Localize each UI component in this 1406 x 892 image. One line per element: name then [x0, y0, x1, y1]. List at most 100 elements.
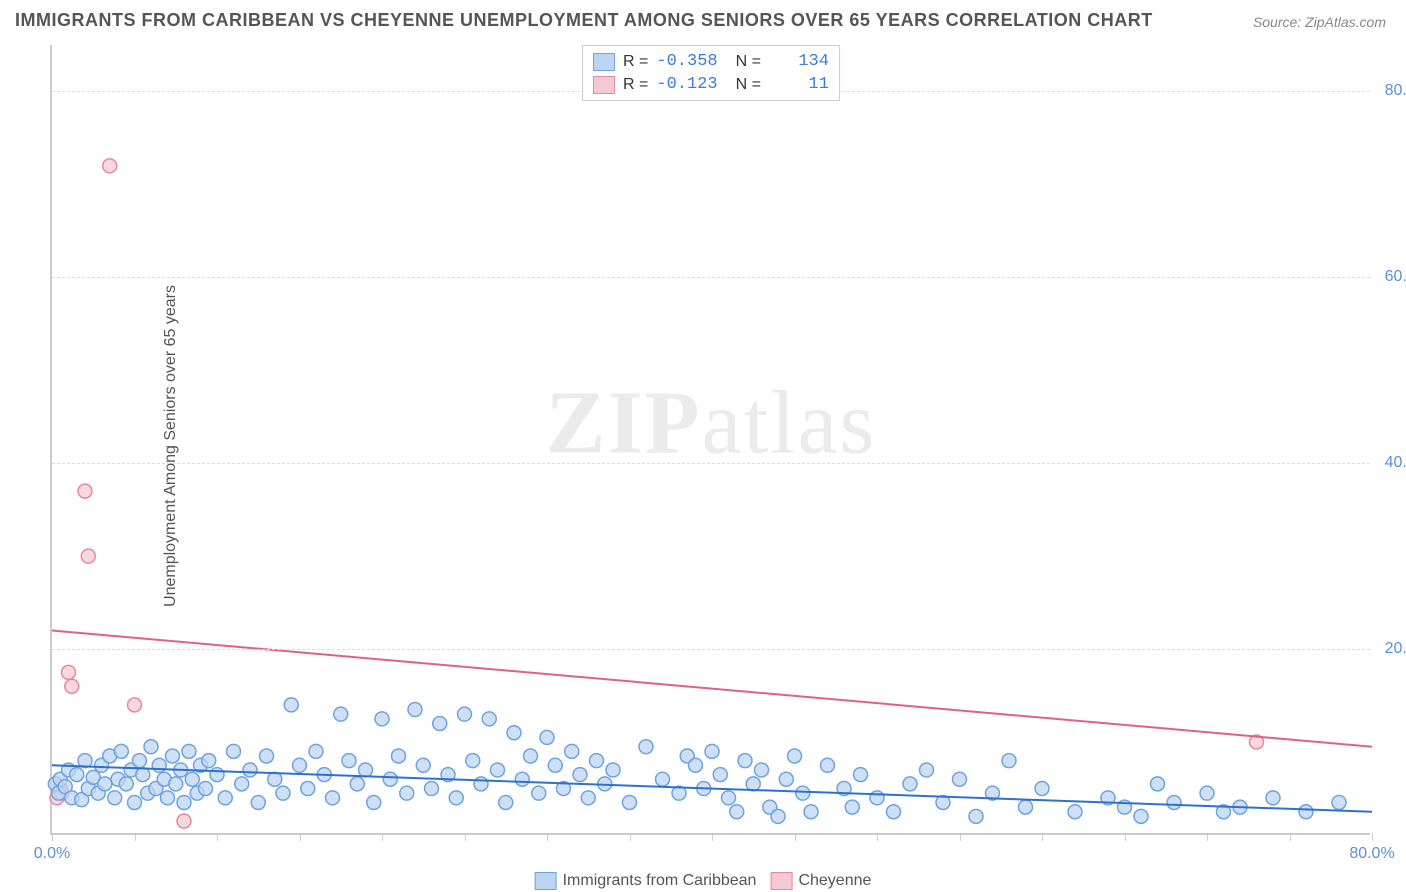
data-point [392, 749, 406, 763]
data-point [260, 749, 274, 763]
data-point [169, 777, 183, 791]
data-point [161, 791, 175, 805]
data-point [359, 763, 373, 777]
data-point [779, 772, 793, 786]
data-point [301, 782, 315, 796]
data-point [656, 772, 670, 786]
data-point [78, 484, 92, 498]
data-point [746, 777, 760, 791]
data-point [1151, 777, 1165, 791]
data-point [458, 707, 472, 721]
x-tick [465, 833, 466, 841]
x-tick-label: 80.0% [1349, 845, 1394, 863]
data-point [887, 805, 901, 819]
data-point [202, 754, 216, 768]
data-point [268, 772, 282, 786]
data-point [198, 782, 212, 796]
data-point [705, 744, 719, 758]
x-tick [382, 833, 383, 841]
data-point [606, 763, 620, 777]
data-point [227, 744, 241, 758]
data-point [132, 754, 146, 768]
x-tick [1042, 833, 1043, 841]
data-point [218, 791, 232, 805]
data-point [573, 768, 587, 782]
legend-label: Cheyenne [798, 872, 871, 890]
data-point [114, 744, 128, 758]
data-point [689, 758, 703, 772]
data-point [309, 744, 323, 758]
y-tick-label: 40.0% [1375, 454, 1406, 472]
data-point [70, 768, 84, 782]
data-point [771, 809, 785, 823]
data-point [540, 730, 554, 744]
data-point [639, 740, 653, 754]
data-point [334, 707, 348, 721]
x-tick [1125, 833, 1126, 841]
gridline [52, 463, 1370, 464]
n-value: 134 [769, 52, 829, 71]
data-point [1167, 795, 1181, 809]
data-point [474, 777, 488, 791]
data-point [1200, 786, 1214, 800]
data-point [350, 777, 364, 791]
data-point [532, 786, 546, 800]
data-point [969, 809, 983, 823]
data-point [1332, 795, 1346, 809]
data-point [1035, 782, 1049, 796]
data-point [416, 758, 430, 772]
x-tick [630, 833, 631, 841]
data-point [524, 749, 538, 763]
x-tick [1290, 833, 1291, 841]
x-tick [1372, 833, 1373, 841]
data-point [185, 772, 199, 786]
data-point [499, 795, 513, 809]
data-point [65, 679, 79, 693]
data-point [482, 712, 496, 726]
data-point [128, 698, 142, 712]
data-point [713, 768, 727, 782]
series-legend: Immigrants from Caribbean Cheyenne [535, 872, 872, 890]
y-tick-label: 80.0% [1375, 82, 1406, 100]
legend-item: Immigrants from Caribbean [535, 872, 757, 890]
data-point [98, 777, 112, 791]
data-point [788, 749, 802, 763]
data-point [293, 758, 307, 772]
legend-swatch [770, 872, 792, 890]
data-point [565, 744, 579, 758]
correlation-legend: R =-0.358N =134R =-0.123N =11 [582, 45, 840, 101]
data-point [276, 786, 290, 800]
x-tick [877, 833, 878, 841]
data-point [845, 800, 859, 814]
data-point [1002, 754, 1016, 768]
legend-stat-row: R =-0.123N =11 [593, 73, 829, 96]
data-point [507, 726, 521, 740]
chart-plot-area: ZIPatlas R =-0.358N =134R =-0.123N =11 2… [50, 45, 1370, 835]
data-point [491, 763, 505, 777]
data-point [251, 795, 265, 809]
data-point [548, 758, 562, 772]
data-point [108, 791, 122, 805]
n-label: N = [736, 53, 761, 71]
n-label: N = [736, 76, 761, 94]
x-tick [135, 833, 136, 841]
r-value: -0.123 [656, 75, 717, 94]
x-tick-label: 0.0% [34, 845, 70, 863]
data-point [903, 777, 917, 791]
data-point [515, 772, 529, 786]
data-point [284, 698, 298, 712]
chart-title: IMMIGRANTS FROM CARIBBEAN VS CHEYENNE UN… [15, 10, 1153, 31]
data-point [1266, 791, 1280, 805]
legend-stat-row: R =-0.358N =134 [593, 50, 829, 73]
gridline [52, 649, 1370, 650]
data-point [854, 768, 868, 782]
data-point [144, 740, 158, 754]
scatter-svg [52, 45, 1370, 833]
data-point [953, 772, 967, 786]
y-tick-label: 60.0% [1375, 268, 1406, 286]
n-value: 11 [769, 75, 829, 94]
data-point [165, 749, 179, 763]
x-tick [300, 833, 301, 841]
data-point [177, 814, 191, 828]
data-point [821, 758, 835, 772]
